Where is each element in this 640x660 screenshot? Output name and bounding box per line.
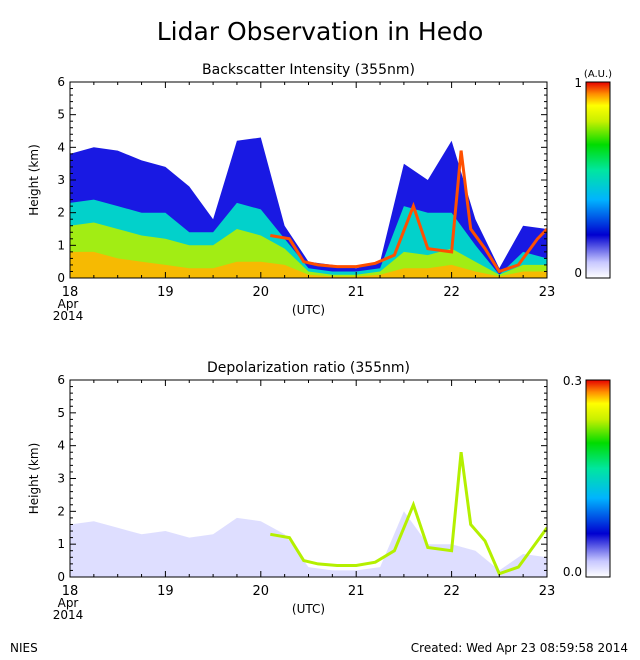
colorbar (585, 379, 611, 578)
y-tick-label: 0 (57, 570, 65, 584)
x-axis-label: (UTC) (292, 303, 325, 317)
x-tick-label: 21 (348, 584, 365, 599)
x-tick-label: 19 (157, 584, 174, 599)
heatmap-layer-0 (70, 511, 547, 577)
x-tick-label: 18 (62, 584, 79, 599)
y-tick-label: 3 (57, 472, 65, 486)
x-tick-label: 23 (539, 285, 556, 300)
x-start-month: Apr (58, 596, 79, 610)
x-start-year: 2014 (53, 608, 84, 622)
y-tick-label: 2 (57, 504, 65, 518)
x-axis-label: (UTC) (292, 602, 325, 616)
heatmap-layers (70, 452, 547, 577)
x-start-month: Apr (58, 297, 79, 311)
colorbar-min-label: 0 (574, 266, 582, 280)
panel-title: Backscatter Intensity (355nm) (202, 62, 415, 78)
colorbar-max-label: 1 (574, 76, 582, 90)
y-tick-label: 6 (57, 75, 65, 89)
y-axis-label: Height (km) (27, 144, 41, 215)
x-tick-label: 22 (443, 285, 460, 300)
x-tick-label: 20 (253, 285, 270, 300)
y-tick-label: 4 (57, 140, 65, 154)
figure-title: Lidar Observation in Hedo (157, 17, 484, 46)
x-tick-label: 20 (253, 584, 270, 599)
cloud-edge-0 (270, 452, 547, 576)
y-tick-label: 5 (57, 108, 65, 122)
colorbar (585, 81, 611, 279)
cloud-edge-0 (270, 150, 547, 274)
y-tick-label: 5 (57, 406, 65, 420)
heatmap-layer-3 (70, 251, 547, 278)
colorbar-max-label: 0.3 (563, 374, 582, 388)
panel-title: Depolarization ratio (355nm) (207, 360, 410, 376)
x-tick-label: 22 (443, 584, 460, 599)
x-tick-label: 19 (157, 285, 174, 300)
heatmap-layers (70, 137, 547, 278)
colorbar-unit: (A.U.) (584, 69, 612, 80)
x-tick-label: 23 (539, 584, 556, 599)
y-axis-label: Height (km) (27, 443, 41, 514)
x-tick-label: 21 (348, 285, 365, 300)
heatmap-layer-2 (70, 222, 547, 278)
y-tick-label: 0 (57, 271, 65, 285)
y-tick-label: 4 (57, 439, 65, 453)
footer-left: NIES (10, 641, 38, 655)
x-start-year: 2014 (53, 309, 84, 323)
x-tick-label: 18 (62, 285, 79, 300)
y-tick-label: 3 (57, 173, 65, 187)
y-tick-label: 1 (57, 537, 65, 551)
colorbar-min-label: 0.0 (563, 565, 582, 579)
footer-created: Created: Wed Apr 23 08:59:58 2014 (411, 641, 628, 655)
y-tick-label: 6 (57, 373, 65, 387)
y-tick-label: 1 (57, 238, 65, 252)
y-tick-label: 2 (57, 206, 65, 220)
